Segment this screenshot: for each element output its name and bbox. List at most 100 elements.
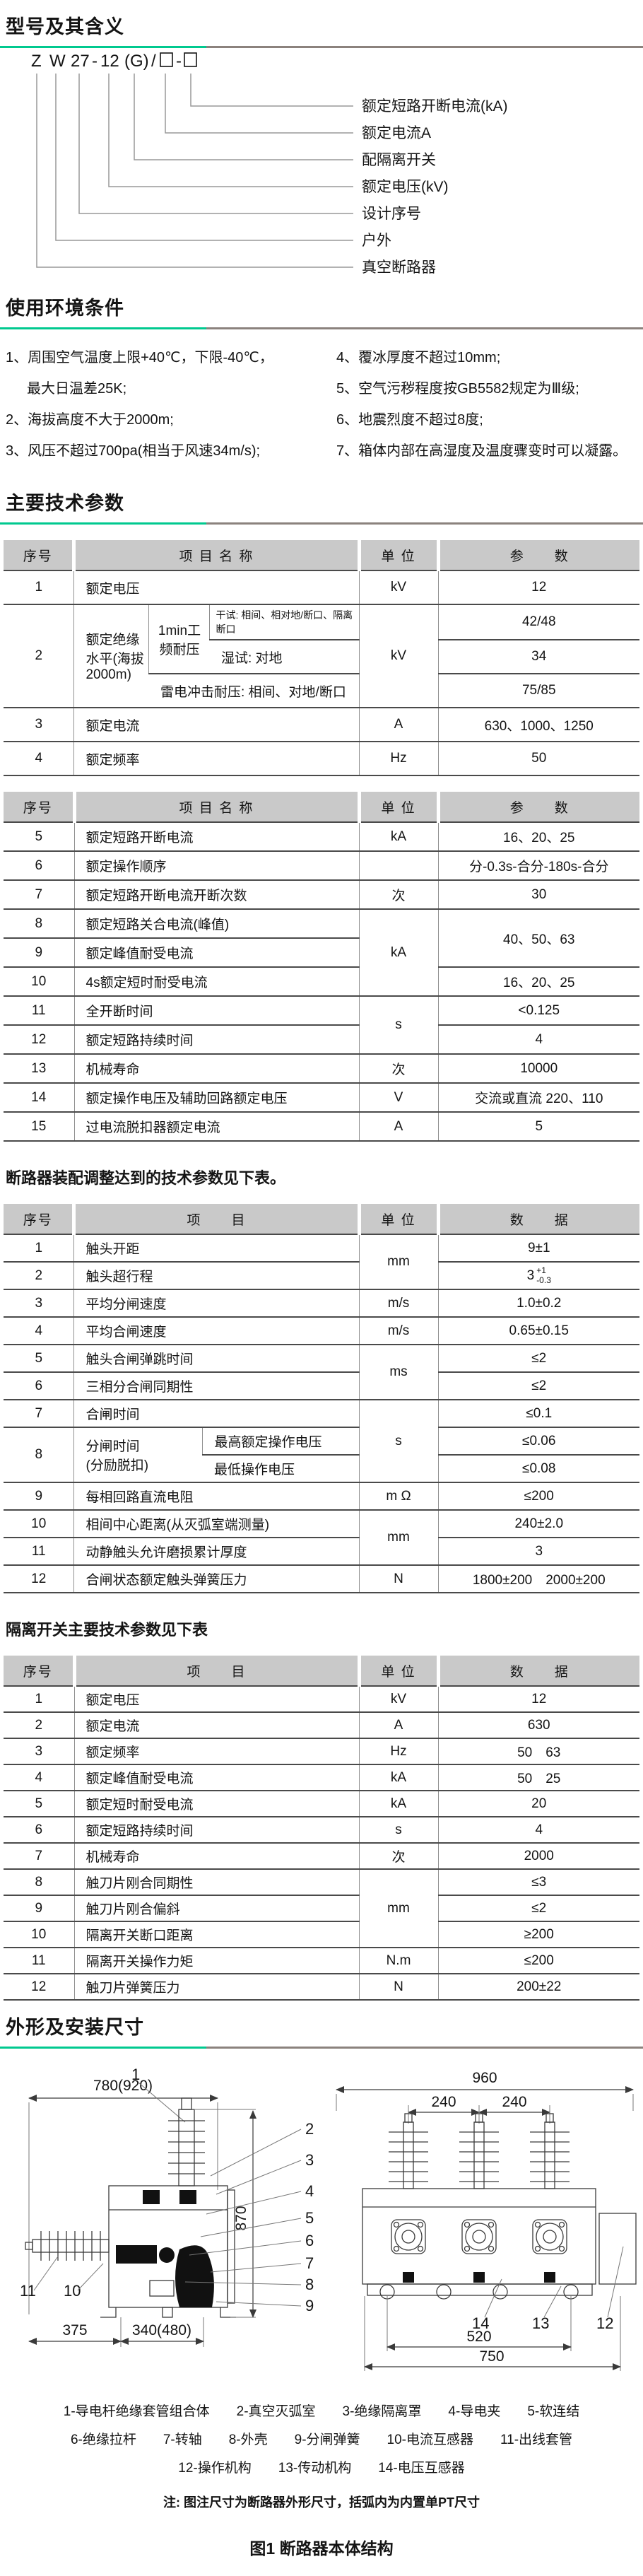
table-row: 8 额定短路关合电流(峰值) kA 40、50、63 xyxy=(4,908,639,996)
cell-index: 12 xyxy=(4,1024,74,1054)
model-leader-lines xyxy=(36,81,353,268)
cell-unit: kV xyxy=(358,570,438,604)
env-item: 2、海拔高度不大于2000m; xyxy=(6,412,174,428)
cell-item: 隔离开关断口距离 xyxy=(73,1921,359,1948)
cell-index: 15 xyxy=(4,1111,74,1141)
model-code-dash2: - xyxy=(176,52,182,71)
cell-item: 额定短时耐受电流 xyxy=(73,1790,359,1817)
table-row: 9 每相回路直流电阻 m Ω ≤200 xyxy=(3,1482,639,1510)
callout-8: 8 xyxy=(305,2276,314,2293)
dim-width-label: 780(920) xyxy=(93,2078,153,2094)
cell-index: 9 xyxy=(4,1895,74,1921)
model-code-box1 xyxy=(160,52,173,67)
table-row: 2 额定电流 A 630 xyxy=(4,1711,639,1738)
cell-value: 200±22 xyxy=(437,1973,639,2000)
cell-item: 合闸状态额定触头弹簧压力 xyxy=(73,1564,359,1593)
table-row: 湿试: 对地 34 xyxy=(4,639,639,674)
table-row: 12 合闸状态额定触头弹簧压力 N 1800±200 2000±200 xyxy=(3,1564,639,1593)
table-row: 11 全开断时间 s <0.125 xyxy=(4,995,639,1054)
section-rule xyxy=(0,2047,643,2049)
cell-index: 8 xyxy=(4,908,74,938)
cell-value: 42/48 xyxy=(437,604,639,640)
cell-index: 2 xyxy=(4,1711,74,1738)
cell-unit: A xyxy=(358,1111,438,1141)
table-row: 1 额定电压 kV 12 xyxy=(4,1685,639,1712)
cell-unit: A xyxy=(358,707,438,742)
legend-line-2: 6-绝缘拉杆 7-转轴 8-外壳 9-分闸弹簧 10-电流互感器 11-出线套管 xyxy=(70,2432,573,2447)
cell-index: 7 xyxy=(4,1842,74,1869)
cell-index: 5 xyxy=(3,1344,74,1372)
environment-list-left: 1、周围空气温度上限+40℃，下限-40℃， 最大日温差25K; 2、海拔高度不… xyxy=(6,342,336,467)
table-row: 3 额定电流 A 630、1000、1250 xyxy=(3,707,639,742)
model-code-27: 27 xyxy=(71,52,90,71)
model-code-z: Z xyxy=(31,52,42,71)
table-row: 10 4s额定短时耐受电流 16、20、25 xyxy=(4,966,639,996)
model-section: 型号及其含义 Z W 27 - 12 (G) / - xyxy=(0,0,643,281)
col-header-index: 序号 xyxy=(4,792,74,822)
cell-value: 50 25 xyxy=(437,1764,639,1791)
rule-accent xyxy=(0,46,206,48)
rule-tail xyxy=(206,522,643,525)
section-title-dimensions: 外形及安装尺寸 xyxy=(6,2017,144,2038)
table-row: 5 触头合闸弹跳时间 ms ≤2 xyxy=(3,1344,639,1400)
table-row: 4 平均合闸速度 m/s 0.65±0.15 xyxy=(3,1316,639,1345)
callout-11: 11 xyxy=(20,2282,36,2300)
table-row: 9 触刀片刚合偏斜 ≤2 xyxy=(4,1895,639,1921)
tech-params-table-2: 序号 项 目 名 称 单 位 参 数 5 额定短路开断电流 kA 16、20、2… xyxy=(4,792,639,1142)
cell-value: 4 xyxy=(437,1024,639,1054)
rule-tail xyxy=(206,2047,643,2049)
col-header-value: 数 据 xyxy=(436,1204,639,1234)
cell-index: 5 xyxy=(4,821,74,851)
col-header-item: 项 目 名 称 xyxy=(72,540,359,570)
section-rule xyxy=(0,46,643,48)
assembly-params-table: 序号 项 目 单 位 数 据 1 触头开距 mm 9±1 2 触头超行程 3 +1… xyxy=(3,1204,639,1593)
cell-unit: m/s xyxy=(358,1289,438,1317)
table-header-row: 序号 项 目 单 位 数 据 xyxy=(3,1204,639,1234)
col-header-value: 参 数 xyxy=(436,792,639,822)
figure-caption: 图1 断路器本体结构 xyxy=(249,2539,394,2558)
cell-subitem: 最高额定操作电压 xyxy=(202,1427,359,1455)
model-label: 设计序号 xyxy=(362,206,421,222)
front-body xyxy=(362,2188,637,2285)
isolator-params-table: 序号 项 目 单 位 数 据 1 额定电压 kV 12 2 额定电流 A 630… xyxy=(4,1656,639,2001)
cell-index: 10 xyxy=(4,966,74,996)
col-header-unit: 单 位 xyxy=(357,540,438,570)
cell-subitem: 最低操作电压 xyxy=(202,1454,359,1482)
cell-item: 分闸时间 (分励脱扣) xyxy=(73,1427,203,1482)
environment-section: 使用环境条件 1、周围空气温度上限+40℃，下限-40℃， 最大日温差25K; … xyxy=(0,281,643,476)
table-row: 6 三相分合闸同期性 ≤2 xyxy=(3,1371,639,1400)
cell-index: 1 xyxy=(3,570,74,604)
cell-value: ≤0.1 xyxy=(437,1399,639,1427)
table-row: 11 隔离开关操作力矩 N.m ≤200 xyxy=(4,1947,639,1974)
cell-item: 平均合闸速度 xyxy=(73,1316,359,1345)
cell-unit: V xyxy=(358,1082,438,1112)
tolerance-sup: +1 xyxy=(536,1265,546,1275)
table-row: 最低操作电压 ≤0.08 xyxy=(4,1454,639,1482)
cell-value: 1800±200 2000±200 xyxy=(437,1564,639,1593)
model-designation-diagram: Z W 27 - 12 (G) / - xyxy=(31,52,508,276)
model-code-dash: - xyxy=(92,52,98,71)
cell-value-tolerance: 3 +1 -0.3 xyxy=(437,1261,639,1289)
cell-value: 16、20、25 xyxy=(437,821,639,851)
section-rule xyxy=(0,522,643,525)
cell-item: 额定峰值耐受电流 xyxy=(73,1764,359,1791)
table-row: 10 隔离开关断口距离 ≥200 xyxy=(4,1921,639,1948)
dimensions-section: 外形及安装尺寸 780(920) 1 xyxy=(0,2001,643,2576)
section-title-tech-params: 主要技术参数 xyxy=(6,493,124,514)
cell-value: 50 xyxy=(437,741,639,775)
cell-value: ≤0.06 xyxy=(437,1427,639,1455)
cell-item: 过电流脱扣器额定电流 xyxy=(73,1111,359,1141)
table-row: 6 额定短路持续时间 s 4 xyxy=(4,1816,639,1843)
table-row: 2 触头超行程 3 +1 -0.3 xyxy=(3,1261,639,1289)
table-header-row: 序号 项 目 名 称 单 位 参 数 xyxy=(3,540,639,570)
figure-note: 注: 图注尺寸为断路器外形尺寸，括弧内为内置单PT尺寸 xyxy=(163,2495,480,2510)
callout-7: 7 xyxy=(305,2254,314,2272)
cell-item: 额定频率 xyxy=(73,1738,359,1764)
side-bushing xyxy=(25,2231,110,2261)
cell-item: 每相回路直流电阻 xyxy=(73,1482,359,1510)
table-row: 8 分闸时间 (分励脱扣) 最高额定操作电压 ≤0.06 xyxy=(3,1427,639,1482)
cell-unit: m/s xyxy=(358,1316,438,1345)
model-code-g: (G) xyxy=(124,52,149,71)
internal-mechanism xyxy=(116,2190,214,2307)
